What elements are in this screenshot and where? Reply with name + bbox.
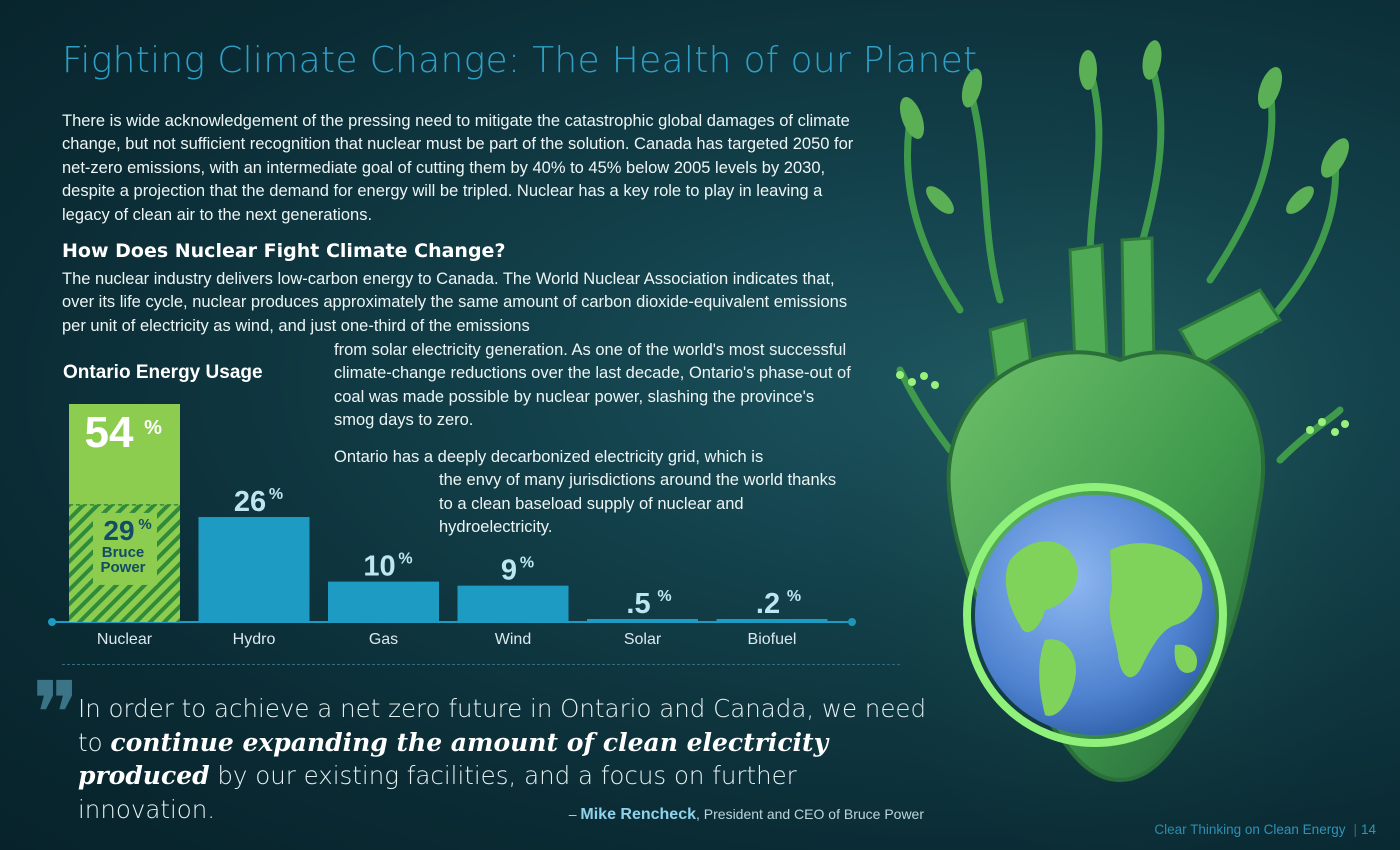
grid-paragraph-rest: the envy of many jurisdictions around th… [439, 471, 837, 537]
quote-attribution: – Mike Rencheck, President and CEO of Br… [569, 806, 924, 824]
bar-gas [328, 581, 439, 622]
leaves [899, 40, 1349, 214]
section-divider [62, 664, 900, 665]
bar-solar [587, 619, 698, 622]
value-label-hydro: 26 [234, 486, 266, 518]
value-unit-wind: % [520, 555, 534, 572]
category-label-hydro: Hydro [233, 631, 276, 648]
bruce-power-label-bg [93, 512, 157, 585]
category-label-nuclear: Nuclear [97, 631, 153, 648]
intro-paragraph: There is wide acknowledgement of the pre… [62, 112, 854, 224]
chart-title: Ontario Energy Usage [63, 362, 263, 383]
value-unit-bruce-power: % [138, 516, 151, 533]
heart-planet-illustration [820, 40, 1400, 850]
quote-text-start: In order to achieve a net zero future in… [78, 694, 927, 757]
quote-highlight: continue expanding the amount of clean e… [78, 727, 829, 791]
page-title: Fighting Climate Change: The Health of o… [62, 40, 978, 81]
value-unit-nuclear: % [144, 417, 162, 439]
section-body: The nuclear industry delivers low-carbon… [62, 270, 848, 335]
attribution-dash: – [568, 806, 581, 822]
value-label-solar: .5 [626, 588, 650, 620]
category-label-biofuel: Biofuel [748, 631, 797, 648]
ceo-quote: In order to achieve a net zero future in… [78, 692, 938, 826]
berry-clusters [896, 371, 1349, 436]
grid-paragraph: Ontario has a deeply decarbonized electr… [334, 446, 854, 540]
value-label-biofuel: .2 [756, 588, 780, 620]
footer-separator: | [1353, 822, 1357, 837]
category-label-solar: Solar [624, 631, 662, 648]
section-body-continued: from solar electricity generation. As on… [334, 341, 851, 430]
value-unit-hydro: % [269, 486, 283, 503]
value-unit-solar: % [657, 588, 671, 605]
bar-wind [457, 585, 569, 622]
value-unit-gas: % [398, 551, 412, 568]
quote-text-end: by our existing facilities, and a focus … [78, 761, 797, 824]
grid-paragraph-line1: Ontario has a deeply decarbonized electr… [334, 448, 764, 466]
bar-nuclear [69, 404, 180, 505]
value-label-wind: 9 [501, 555, 517, 587]
baseline-left-dot [48, 618, 56, 626]
value-label-gas: 10 [363, 551, 395, 583]
quote-author-role: , President and CEO of Bruce Power [696, 806, 924, 822]
globe-icon [963, 483, 1227, 747]
bar-hydro [198, 517, 310, 622]
page-number: 14 [1360, 822, 1376, 837]
section-heading: How Does Nuclear Fight Climate Change? [62, 240, 506, 262]
bruce-power-name-line-1: Bruce [102, 544, 145, 561]
bruce-power-name-line-2: Power [100, 559, 145, 576]
bar-biofuel [716, 619, 828, 622]
quote-author: Mike Rencheck [580, 806, 696, 823]
category-label-wind: Wind [495, 631, 531, 648]
value-label-nuclear: 54 [85, 408, 134, 457]
vine-branches [896, 56, 1344, 464]
value-unit-biofuel: % [787, 588, 801, 605]
category-label-gas: Gas [369, 631, 398, 648]
value-label-bruce-power: 29 [103, 515, 134, 546]
quote-mark-icon: ❞ [32, 662, 80, 765]
